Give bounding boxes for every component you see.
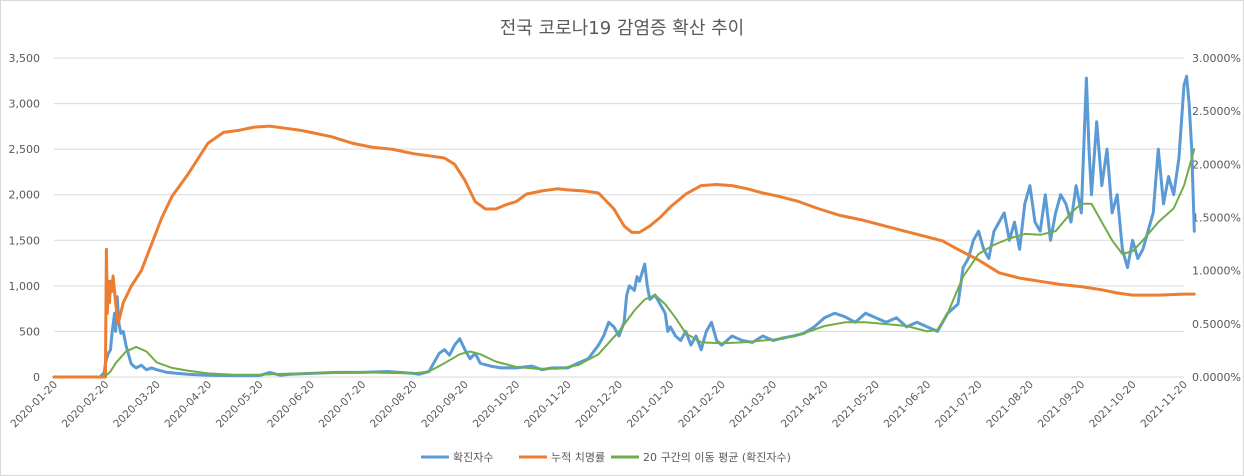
y-left-tick-label: 2,000 xyxy=(9,189,41,202)
y-right-tick-label: 1.0000% xyxy=(1192,265,1241,278)
y-left-tick-label: 3,000 xyxy=(9,98,41,111)
x-tick-label: 2021-01-20 xyxy=(625,379,677,431)
gridlines xyxy=(54,57,1184,378)
x-tick-label: 2020-07-20 xyxy=(317,379,369,431)
chart-title: 전국 코로나19 감염증 확산 추이 xyxy=(500,18,745,39)
x-tick-label: 2020-11-20 xyxy=(522,379,574,431)
legend-label-3: 20 구간의 이동 평균 (확진자수) xyxy=(643,451,791,464)
legend-label-1: 확진자수 xyxy=(453,451,493,464)
series-line-3 xyxy=(104,148,1196,378)
y-left-tick-label: 3,500 xyxy=(9,52,41,65)
x-tick-label: 2021-02-20 xyxy=(676,379,728,431)
x-tick-label: 2020-02-20 xyxy=(60,379,112,431)
x-tick-label: 2020-04-20 xyxy=(163,379,215,431)
x-tick-label: 2021-07-20 xyxy=(933,379,985,431)
legend-label-2: 누적 치명률 xyxy=(551,451,605,464)
y-right-tick-label: 2.5000% xyxy=(1192,105,1241,118)
x-tick-label: 2021-03-20 xyxy=(728,379,780,431)
y-left-tick-label: 0 xyxy=(33,371,40,384)
x-tick-label: 2021-08-20 xyxy=(984,379,1036,431)
y-axis-right: 0.0000% 0.5000% 1.0000% 1.5000% 2.0000% 2.500… xyxy=(1192,52,1241,384)
x-tick-label: 2020-09-20 xyxy=(419,379,471,431)
series-line-2 xyxy=(52,124,1196,379)
y-right-tick-label: 0.0000% xyxy=(1192,371,1241,384)
y-left-tick-label: 2,500 xyxy=(9,143,41,156)
y-right-tick-label: 0.5000% xyxy=(1192,318,1241,331)
x-tick-label: 2021-11-20 xyxy=(1138,379,1190,431)
x-tick-label: 2020-06-20 xyxy=(265,379,317,431)
x-tick-label: 2020-08-20 xyxy=(368,379,420,431)
x-tick-label: 2021-09-20 xyxy=(1036,379,1088,431)
x-tick-label: 2021-06-20 xyxy=(882,379,934,431)
series-lines xyxy=(52,74,1196,379)
x-tick-label: 2021-10-20 xyxy=(1087,379,1139,431)
y-left-tick-label: 1,500 xyxy=(9,234,41,247)
x-tick-label: 2020-03-20 xyxy=(111,379,163,431)
x-tick-label: 2020-05-20 xyxy=(214,379,266,431)
x-tick-label: 2021-05-20 xyxy=(830,379,882,431)
x-tick-label: 2020-01-20 xyxy=(8,379,60,431)
y-left-tick-label: 1,000 xyxy=(9,280,41,293)
y-right-tick-label: 3.0000% xyxy=(1192,52,1241,65)
x-tick-label: 2021-04-20 xyxy=(779,379,831,431)
y-right-tick-label: 2.0000% xyxy=(1192,158,1241,171)
y-left-tick-label: 500 xyxy=(19,325,40,338)
x-tick-label: 2020-10-20 xyxy=(471,379,523,431)
x-axis: 2020-01-20 2020-02-20 2020-03-20 2020-04-20… xyxy=(8,376,1190,431)
y-right-tick-label: 1.5000% xyxy=(1192,212,1241,225)
x-tick-label: 2020-12-20 xyxy=(573,379,625,431)
legend: 확진자수 누적 치명률 20 구간의 이동 평균 (확진자수) xyxy=(421,451,791,464)
y-axis-left: 0 500 1,000 1,500 2,000 2,500 3,000 3,500 xyxy=(9,52,41,384)
